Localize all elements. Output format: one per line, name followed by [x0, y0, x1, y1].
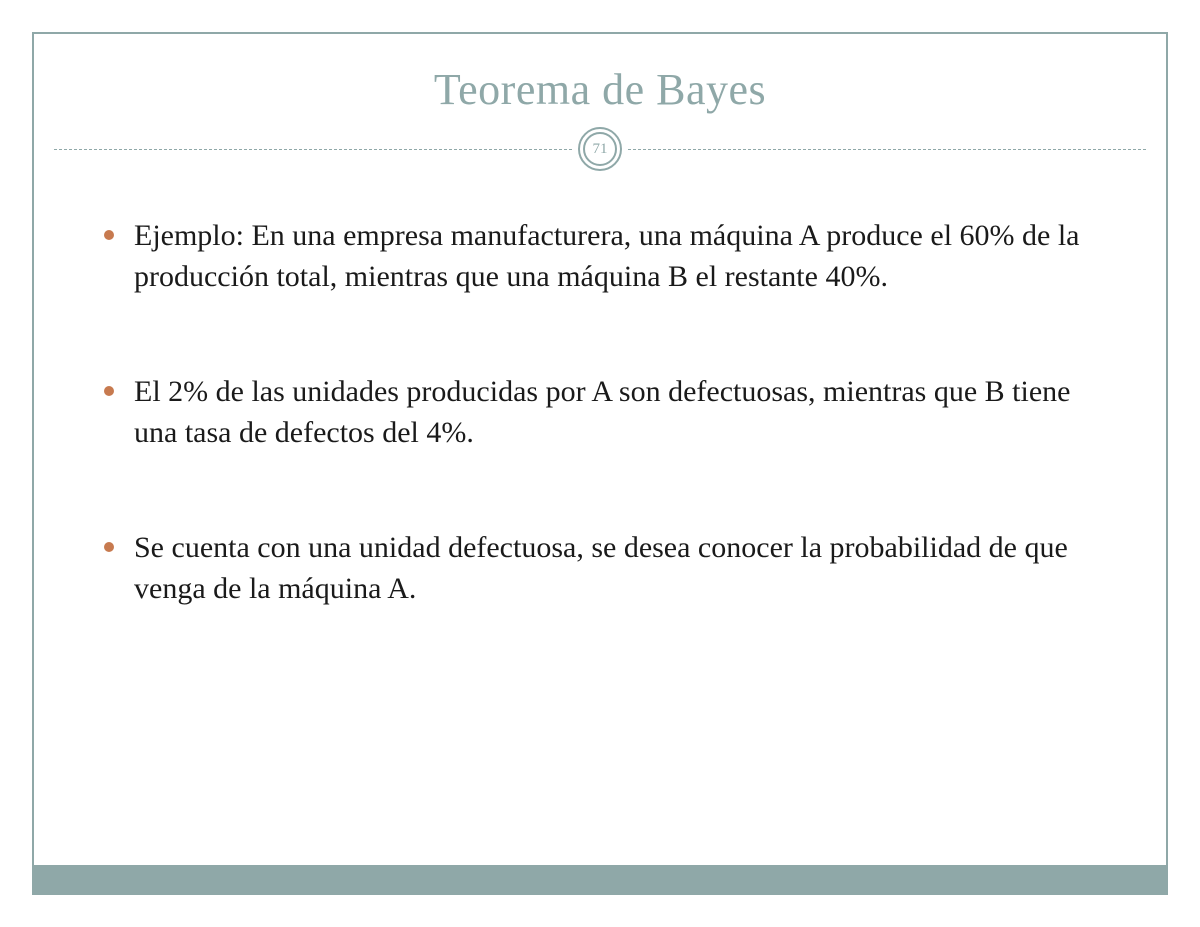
divider-right: [628, 149, 1146, 150]
divider-left: [54, 149, 572, 150]
bullet-icon: [104, 386, 114, 396]
bullet-item: Se cuenta con una unidad defectuosa, se …: [104, 528, 1096, 609]
bullet-item: El 2% de las unidades producidas por A s…: [104, 372, 1096, 453]
bottom-accent-bar: [34, 865, 1166, 893]
slide-content: Ejemplo: En una empresa manufacturera, u…: [34, 171, 1166, 865]
page-number: 71: [593, 141, 608, 158]
bullet-item: Ejemplo: En una empresa manufacturera, u…: [104, 216, 1096, 297]
bullet-text: El 2% de las unidades producidas por A s…: [134, 372, 1096, 453]
bullet-icon: [104, 542, 114, 552]
page-number-circle-inner: 71: [583, 132, 617, 166]
page-number-circle-outer: 71: [578, 127, 622, 171]
title-section: Teorema de Bayes: [34, 34, 1166, 115]
slide-frame: Teorema de Bayes 71 Ejemplo: En una empr…: [32, 32, 1168, 895]
slide-title: Teorema de Bayes: [34, 64, 1166, 115]
bullet-text: Ejemplo: En una empresa manufacturera, u…: [134, 216, 1096, 297]
divider-row: 71: [34, 115, 1166, 171]
bullet-text: Se cuenta con una unidad defectuosa, se …: [134, 528, 1096, 609]
bullet-icon: [104, 230, 114, 240]
